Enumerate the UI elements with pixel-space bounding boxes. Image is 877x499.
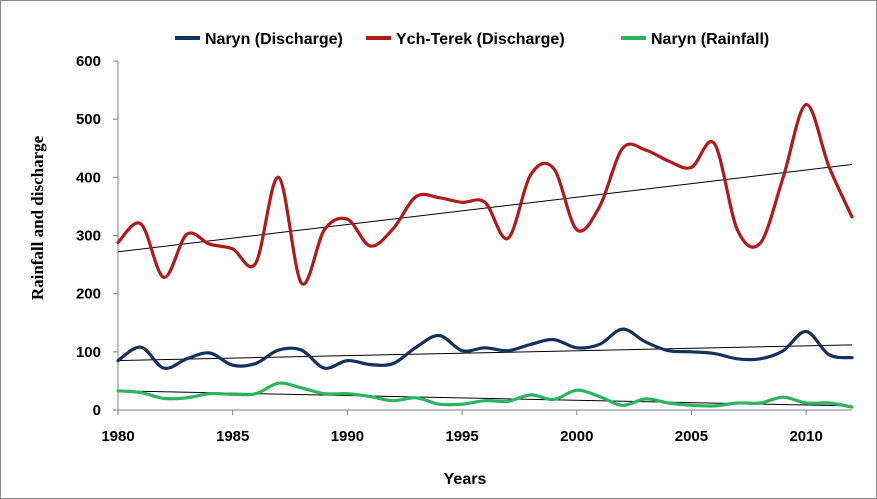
series-line-ych-terek-discharge [116,103,854,286]
y-tick-label: 400 [76,169,101,186]
trendline-ych-terek-discharge [117,164,853,253]
x-axis-ticks: 1980 1985 1990 1995 2000 2005 2010 [101,410,823,445]
trendline-naryn-discharge [117,344,853,362]
x-tick-label: 1980 [101,428,134,445]
legend: Naryn (Discharge) Ych-Terek (Discharge) … [175,31,769,48]
x-tick-label: 1990 [331,428,364,445]
x-tick-label: 2000 [560,428,593,445]
legend-label-naryn-discharge: Naryn (Discharge) [205,31,343,48]
legend-label-naryn-rainfall: Naryn (Rainfall) [651,31,769,48]
y-tick-label: 600 [76,53,101,70]
y-tick-label: 300 [76,228,101,245]
y-tick-label: 100 [76,344,101,361]
y-tick-label: 0 [93,402,101,419]
x-tick-label: 2005 [675,428,708,445]
y-tick-label: 200 [76,286,101,303]
series-line-naryn-rainfall [116,381,854,409]
y-tick-label: 500 [76,111,101,128]
x-tick-label: 2010 [789,428,822,445]
series-lines [116,103,854,409]
x-axis-title: Years [444,471,487,488]
series-line-naryn-discharge [116,327,854,370]
legend-label-ych-terek-discharge: Ych-Terek (Discharge) [396,31,565,48]
x-tick-label: 1985 [216,428,249,445]
y-axis-title: Rainfall and discharge [28,135,47,300]
y-axis-ticks: 0 100 200 300 400 500 600 [76,53,118,419]
x-tick-label: 1995 [445,428,478,445]
